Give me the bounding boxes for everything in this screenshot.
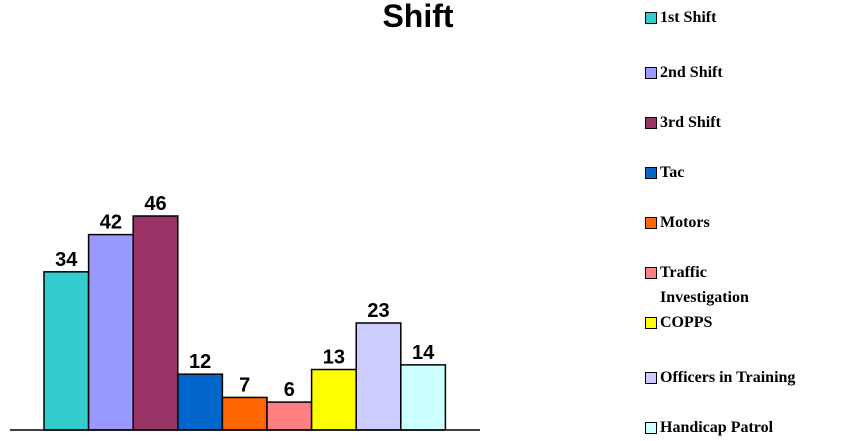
legend-swatch [645,117,657,129]
legend-swatch [645,422,657,434]
legend-item: Tac [645,160,684,185]
legend-label: 1st Shift [660,9,717,26]
bar [400,364,447,431]
legend-swatch [645,317,657,329]
legend-item: 2nd Shift [645,60,723,85]
bar [87,233,134,431]
legend-item: COPPS [645,310,712,335]
legend-item: Traffic Investigation [645,260,780,310]
chart-title: Shift [382,0,453,34]
value-label: 23 [367,300,389,322]
bar [177,373,224,431]
bar [132,215,179,431]
legend-item: 1st Shift [645,5,716,30]
legend-label: Traffic Investigation [660,264,749,306]
bar [43,271,90,431]
value-label: 46 [144,193,166,215]
bar [355,322,402,431]
value-label: 7 [239,374,250,396]
value-label: 6 [284,379,295,401]
value-label: 34 [55,249,78,271]
legend-swatch [645,67,657,79]
value-label: 13 [323,347,345,369]
bar [266,401,313,431]
legend-swatch [645,167,657,179]
legend-label: 3rd Shift [660,114,721,131]
legend-label: Tac [660,164,685,181]
value-label: 14 [412,342,435,364]
legend-item: Handicap Patrol [645,415,773,440]
bar [221,396,268,431]
bar [310,368,357,431]
legend-item: Officers in Training [645,365,795,390]
legend-swatch [645,217,657,229]
legend-label: Motors [660,214,710,231]
value-label: 42 [100,212,122,234]
legend-label: 2nd Shift [660,64,723,81]
value-label: 12 [189,351,211,373]
legend-label: COPPS [660,314,713,331]
legend-item: Motors [645,210,710,235]
legend-label: Officers in Training [660,369,796,386]
legend-swatch [645,372,657,384]
legend-swatch [645,12,657,24]
legend-item: 3rd Shift [645,110,721,135]
legend-label: Handicap Patrol [660,419,774,436]
legend-swatch [645,267,657,279]
